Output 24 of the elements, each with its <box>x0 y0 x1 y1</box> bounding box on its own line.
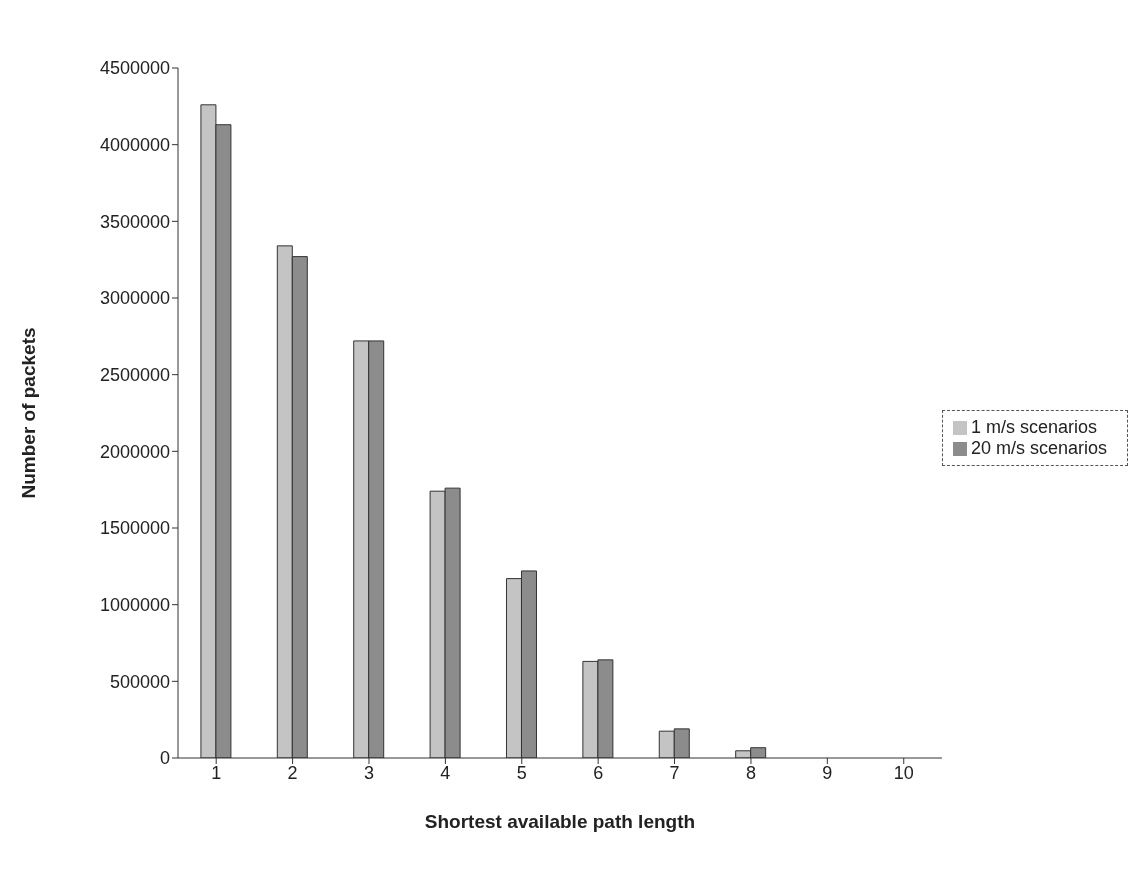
legend-label: 1 m/s scenarios <box>970 417 1097 437</box>
y-axis-title: Number of packets <box>17 327 39 499</box>
x-tick-label: 3 <box>363 762 374 783</box>
x-tick-label: 7 <box>669 762 680 783</box>
x-tick-label: 6 <box>593 762 604 783</box>
y-tick-label: 500000 <box>109 671 170 692</box>
x-tick-label: 5 <box>516 762 527 783</box>
legend-label: 20 m/s scenarios <box>970 438 1107 458</box>
x-tick-label: 1 <box>211 762 222 783</box>
x-tick-label: 4 <box>440 762 451 783</box>
x-tick-label: 10 <box>893 762 914 783</box>
y-tick-label: 4000000 <box>99 135 170 156</box>
y-tick-label: 2000000 <box>99 441 170 462</box>
y-tick-label: 0 <box>159 748 170 769</box>
x-tick-label: 2 <box>287 762 298 783</box>
x-axis-title: Shortest available path length <box>424 811 696 832</box>
y-tick-label: 2500000 <box>99 365 170 386</box>
y-tick-label: 3500000 <box>99 211 170 232</box>
y-tick-label: 4500000 <box>99 58 170 79</box>
y-tick-label: 3000000 <box>99 288 170 309</box>
y-tick-label: 1000000 <box>99 595 170 616</box>
x-tick-label: 9 <box>822 762 833 783</box>
y-tick-label: 1500000 <box>99 518 170 539</box>
x-tick-label: 8 <box>745 762 756 783</box>
